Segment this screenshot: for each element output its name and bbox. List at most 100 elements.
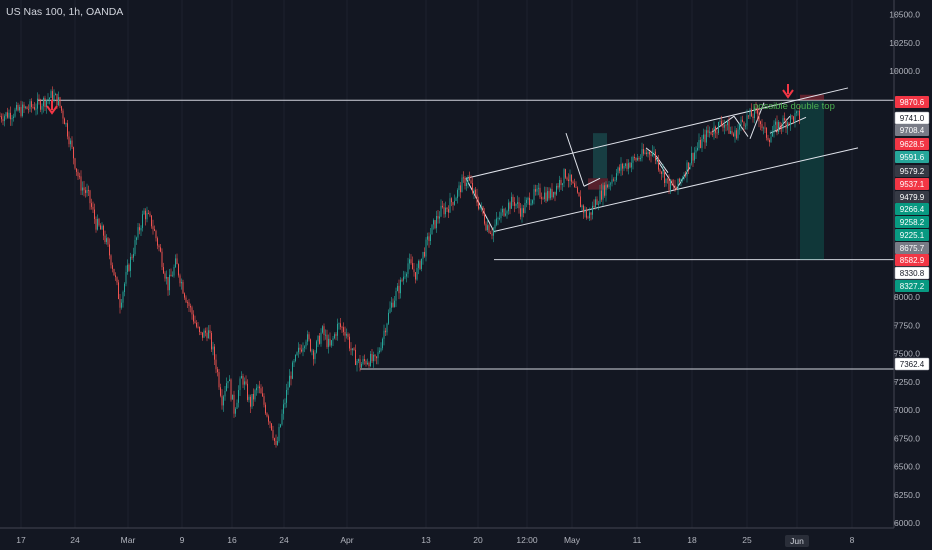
candle-body — [361, 363, 362, 368]
candle-body — [622, 163, 623, 169]
y-tick-label: 10000.0 — [889, 66, 920, 76]
candle-body — [442, 205, 443, 208]
candle-body — [199, 327, 200, 333]
candle-body — [157, 238, 158, 246]
trend-line[interactable] — [583, 177, 601, 187]
candle-body — [110, 255, 112, 266]
candle-body — [397, 285, 398, 291]
candle-body — [371, 353, 373, 362]
candle-body — [68, 136, 70, 145]
candle-body — [326, 334, 328, 347]
candle-body — [373, 354, 374, 362]
candle-body — [139, 227, 140, 231]
candle-body — [566, 177, 568, 180]
candle-body — [215, 359, 217, 370]
y-tick-label: 6750.0 — [894, 433, 920, 443]
candle-body — [467, 176, 469, 183]
candle-body — [295, 354, 296, 361]
candle-body — [665, 178, 667, 184]
candle-body — [425, 239, 427, 257]
candle-body — [230, 379, 232, 400]
candle-body — [736, 130, 737, 139]
candle-body — [208, 330, 209, 339]
candle-body — [91, 203, 92, 207]
candle-body — [479, 206, 481, 209]
trend-line[interactable] — [465, 87, 849, 179]
candle-body — [409, 259, 410, 264]
candle-body — [142, 214, 143, 228]
candle-body — [191, 307, 193, 315]
candle-body — [500, 212, 502, 219]
candle-body — [793, 116, 794, 122]
candle-body — [791, 115, 793, 117]
candle-body — [473, 189, 475, 193]
candle-body — [787, 122, 788, 129]
candle-body — [517, 202, 518, 204]
trend-line[interactable] — [749, 102, 765, 139]
candle-body — [346, 334, 347, 336]
candle-body — [334, 334, 335, 339]
candle-body — [785, 120, 787, 129]
x-tick-label: Mar — [121, 535, 136, 545]
x-tick-label: 13 — [421, 535, 431, 545]
candle-body — [583, 205, 584, 213]
candle-body — [269, 421, 271, 424]
candle-body — [268, 416, 269, 422]
candle-body — [607, 184, 608, 188]
candle-body — [211, 333, 212, 350]
candle-body — [49, 97, 50, 100]
candle-body — [713, 126, 715, 135]
candle-body — [251, 394, 253, 407]
trend-line[interactable] — [655, 157, 677, 190]
trend-line[interactable] — [565, 132, 585, 187]
candle-body — [401, 279, 403, 281]
candle-body — [575, 187, 577, 188]
candle-body — [458, 185, 460, 191]
candle-body — [380, 348, 382, 351]
x-tick-label: Apr — [340, 535, 353, 545]
candle-body — [166, 277, 167, 279]
candle-body — [466, 182, 467, 187]
candle-body — [308, 334, 310, 340]
candle-body — [35, 108, 37, 110]
candle-body — [619, 167, 620, 171]
candle-body — [580, 196, 581, 208]
candle-body — [296, 352, 298, 355]
candle-body — [7, 112, 8, 118]
candle-body — [734, 130, 736, 137]
candle-body — [794, 113, 796, 122]
y-tick-label: 10500.0 — [889, 10, 920, 20]
candle-body — [505, 213, 506, 216]
candle-body — [395, 290, 397, 301]
price-axis[interactable]: 6000.0 6250.0 6500.0 6750.0 7000.0 7250.0 7500… — [889, 0, 932, 550]
candle-body — [617, 167, 619, 174]
candle-body — [341, 326, 343, 328]
candle-body — [250, 396, 251, 407]
trend-line[interactable] — [655, 155, 669, 173]
candle-body — [176, 258, 178, 265]
candle-body — [385, 330, 386, 333]
candle-body — [667, 178, 668, 180]
price-label-text: 9579.2 — [900, 167, 925, 176]
candle-body — [13, 116, 14, 118]
trend-line[interactable] — [465, 178, 495, 232]
candle-body — [688, 162, 689, 170]
candle-body — [632, 156, 634, 163]
candle-body — [746, 115, 748, 126]
candle-body — [29, 101, 31, 110]
candle-body — [37, 98, 38, 109]
candle-body — [155, 230, 157, 239]
candle-body — [299, 347, 301, 350]
candle-body — [626, 163, 628, 169]
candle-body — [683, 175, 685, 179]
candle-body — [511, 196, 512, 209]
price-label-badge — [895, 151, 929, 163]
candle-body — [322, 326, 323, 333]
candle-body — [700, 139, 701, 148]
candle-body — [104, 235, 106, 243]
candle-body — [352, 348, 353, 351]
candle-body — [232, 394, 233, 400]
candle-body — [610, 183, 611, 185]
